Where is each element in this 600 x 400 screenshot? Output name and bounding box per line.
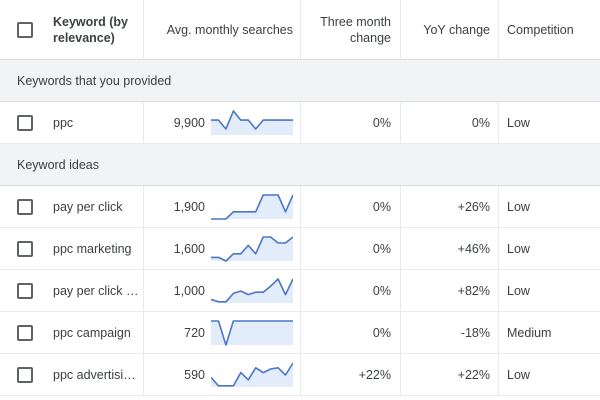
yoy-change-cell: -18%	[460, 325, 490, 340]
table-header: Keyword (by relevance) Avg. monthly sear…	[0, 0, 600, 60]
select-all-checkbox[interactable]	[17, 22, 33, 38]
column-header-yoy-change[interactable]: YoY change	[423, 22, 490, 37]
competition-cell: Low	[507, 115, 530, 130]
sparkline-area	[211, 321, 293, 345]
section-header-ideas: Keyword ideas	[0, 144, 600, 186]
sparkline-area	[211, 111, 293, 135]
row-checkbox[interactable]	[17, 367, 33, 383]
trend-sparkline	[211, 110, 293, 135]
trend-sparkline	[211, 236, 293, 262]
table-row[interactable]: ppc 9,900 0% 0% Low	[0, 102, 600, 144]
sparkline-area	[211, 195, 293, 219]
sparkline-line	[211, 362, 293, 387]
yoy-change-cell: +46%	[457, 241, 490, 256]
searches-cell: 9,900	[173, 115, 205, 130]
keyword-cell: ppc marketing	[53, 241, 132, 256]
trend-sparkline	[211, 320, 293, 346]
yoy-change-cell: 0%	[471, 115, 490, 130]
section-header-provided: Keywords that you provided	[0, 60, 600, 102]
searches-cell: 590	[184, 367, 205, 382]
yoy-change-cell: +22%	[457, 367, 490, 382]
competition-cell: Medium	[507, 325, 552, 340]
table-row[interactable]: pay per click … 1,000 0% +82% Low	[0, 270, 600, 312]
searches-cell: 720	[184, 325, 205, 340]
sparkline-line	[211, 110, 293, 130]
keyword-cell: pay per click	[53, 199, 123, 214]
sparkline-area	[211, 279, 293, 303]
three-month-change-cell: 0%	[372, 199, 391, 214]
trend-sparkline	[211, 362, 293, 387]
three-month-change-cell: 0%	[372, 325, 391, 340]
column-header-three-month-change[interactable]: Three month change	[320, 14, 391, 45]
sparkline-line	[211, 320, 293, 346]
sparkline-line	[211, 194, 293, 220]
three-month-change-cell: 0%	[372, 283, 391, 298]
row-checkbox[interactable]	[17, 325, 33, 341]
three-month-change-cell: 0%	[372, 115, 391, 130]
yoy-change-cell: +82%	[457, 283, 490, 298]
competition-cell: Low	[507, 283, 530, 298]
sparkline-line	[211, 278, 293, 303]
competition-cell: Low	[507, 241, 530, 256]
keyword-cell: ppc campaign	[53, 325, 131, 340]
searches-cell: 1,000	[173, 283, 205, 298]
column-header-avg-monthly-searches[interactable]: Avg. monthly searches	[166, 22, 293, 37]
sparkline-line	[211, 236, 293, 262]
searches-cell: 1,600	[173, 241, 205, 256]
column-header-competition[interactable]: Competition	[507, 22, 574, 37]
keyword-cell: pay per click …	[53, 283, 139, 298]
keyword-cell: ppc advertisi…	[53, 367, 136, 382]
row-checkbox[interactable]	[17, 115, 33, 131]
table-row[interactable]: ppc campaign 720 0% -18% Medium	[0, 312, 600, 354]
row-checkbox[interactable]	[17, 241, 33, 257]
yoy-change-cell: +26%	[457, 199, 490, 214]
trend-sparkline	[211, 194, 293, 220]
competition-cell: Low	[507, 367, 530, 382]
searches-cell: 1,900	[173, 199, 205, 214]
table-row[interactable]: ppc marketing 1,600 0% +46% Low	[0, 228, 600, 270]
three-month-change-cell: +22%	[358, 367, 391, 382]
column-header-keyword[interactable]: Keyword (by relevance)	[53, 14, 129, 45]
table-row[interactable]: ppc advertisi… 590 +22% +22% Low	[0, 354, 600, 396]
three-month-change-cell: 0%	[372, 241, 391, 256]
trend-sparkline	[211, 278, 293, 303]
sparkline-area	[211, 237, 293, 261]
row-checkbox[interactable]	[17, 283, 33, 299]
row-checkbox[interactable]	[17, 199, 33, 215]
competition-cell: Low	[507, 199, 530, 214]
keyword-cell: ppc	[53, 115, 74, 130]
table-row[interactable]: pay per click 1,900 0% +26% Low	[0, 186, 600, 228]
